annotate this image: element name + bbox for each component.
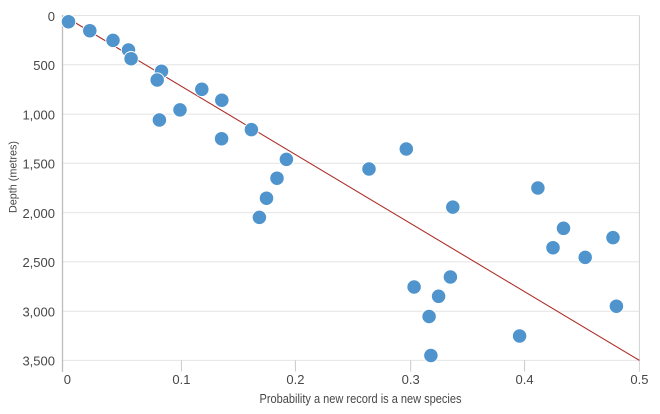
svg-text:0: 0	[48, 9, 55, 24]
svg-text:0.1: 0.1	[172, 372, 190, 387]
svg-text:0.2: 0.2	[286, 372, 304, 387]
svg-text:500: 500	[33, 58, 55, 73]
svg-text:1,000: 1,000	[22, 107, 55, 122]
svg-text:0: 0	[64, 372, 71, 387]
svg-text:3,500: 3,500	[22, 354, 55, 369]
svg-text:Depth (metres): Depth (metres)	[8, 141, 20, 213]
svg-text:2,500: 2,500	[22, 255, 55, 270]
svg-text:0.4: 0.4	[516, 372, 534, 387]
svg-text:Probability a new record is a: Probability a new record is a new specie…	[260, 391, 462, 406]
svg-text:0.5: 0.5	[630, 372, 648, 387]
svg-text:1,500: 1,500	[22, 157, 55, 172]
svg-text:0.3: 0.3	[402, 372, 420, 387]
svg-text:2,000: 2,000	[22, 206, 55, 221]
svg-text:3,000: 3,000	[22, 305, 55, 320]
